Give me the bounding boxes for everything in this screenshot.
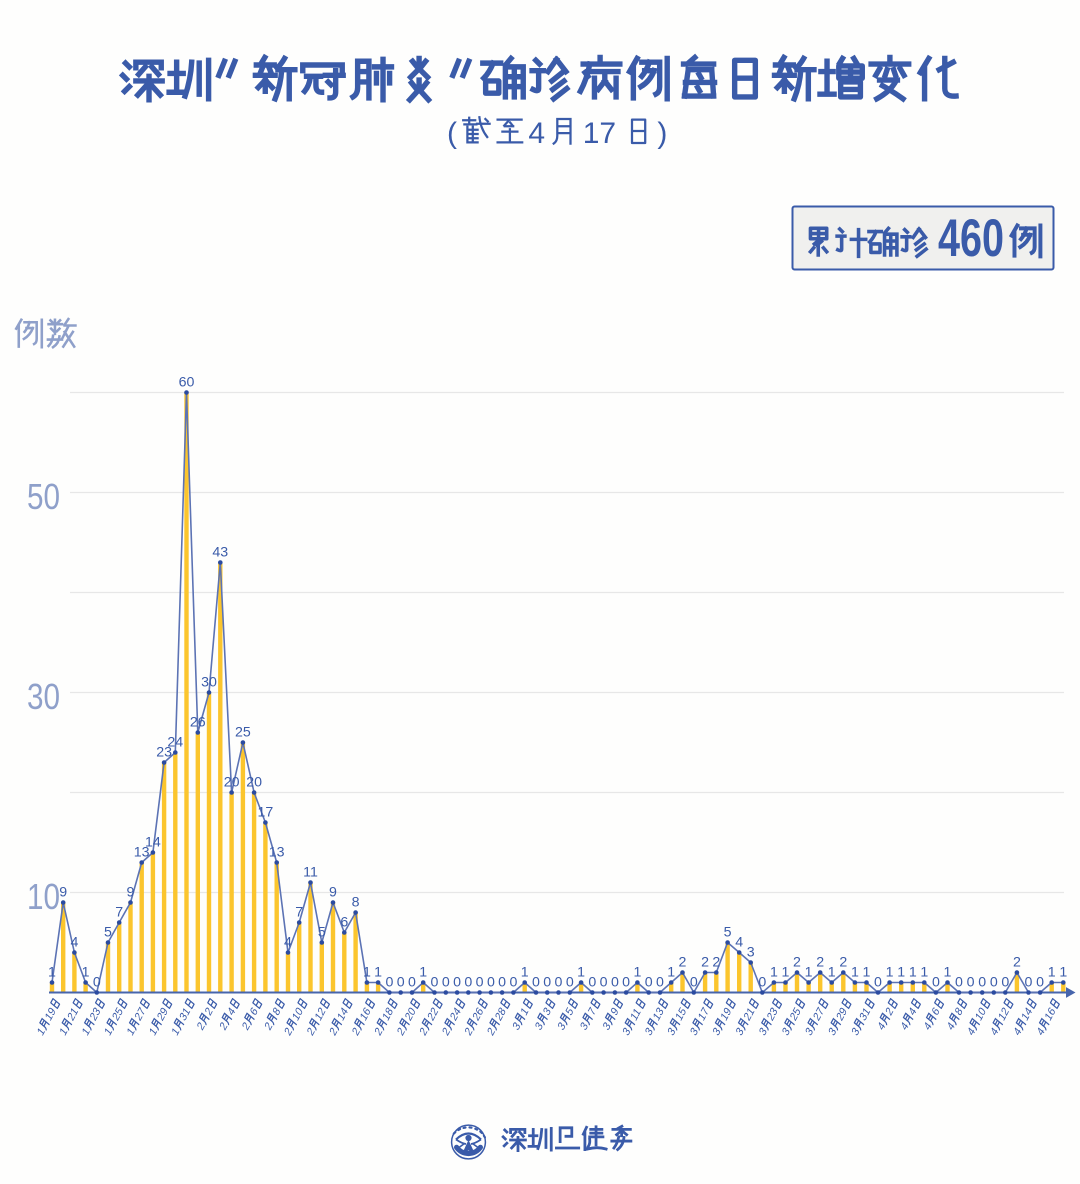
svg-text:4: 4 [284,935,292,951]
svg-text:3: 3 [747,945,755,961]
svg-text:9: 9 [329,885,337,901]
svg-text:0: 0 [385,975,393,991]
svg-text:2: 2 [793,955,801,971]
svg-text:1: 1 [667,965,675,981]
svg-text:1: 1 [633,965,641,981]
svg-text:0: 0 [758,975,766,991]
svg-text:0: 0 [645,975,653,991]
svg-text:20: 20 [224,775,240,791]
svg-text:1: 1 [944,965,952,981]
svg-text:10: 10 [27,876,60,917]
svg-text:0: 0 [453,975,461,991]
svg-text:20: 20 [246,775,262,791]
svg-text:7: 7 [115,905,123,921]
svg-text:2: 2 [701,955,709,971]
svg-text:6: 6 [340,915,348,931]
svg-text:0: 0 [442,975,450,991]
svg-text:1: 1 [1048,965,1056,981]
svg-text:14: 14 [145,835,161,851]
svg-text:4: 4 [528,117,545,150]
svg-text:0: 0 [978,975,986,991]
svg-text:30: 30 [201,675,217,691]
svg-text:0: 0 [408,975,416,991]
svg-text:0: 0 [431,975,439,991]
svg-text:9: 9 [127,885,135,901]
svg-text:0: 0 [487,975,495,991]
svg-text:24: 24 [167,735,183,751]
svg-text:1: 1 [521,965,529,981]
svg-text:0: 0 [498,975,506,991]
svg-text:5: 5 [724,925,732,941]
svg-text:0: 0 [543,975,551,991]
svg-text:0: 0 [1001,975,1009,991]
svg-text:2: 2 [1013,955,1021,971]
svg-text:1: 1 [897,965,905,981]
svg-text:2: 2 [679,955,687,971]
svg-text:1: 1 [1059,965,1067,981]
svg-text:1: 1 [363,965,371,981]
svg-text:17: 17 [583,117,616,150]
svg-text:23: 23 [156,745,172,761]
svg-text:0: 0 [464,975,472,991]
svg-text:30: 30 [27,676,60,717]
svg-text:0: 0 [588,975,596,991]
svg-text:): ) [657,117,667,150]
svg-text:13: 13 [134,845,150,861]
svg-text:1: 1 [419,965,427,981]
svg-text:7: 7 [295,905,303,921]
svg-text:11: 11 [303,865,318,881]
svg-text:2: 2 [839,955,847,971]
svg-text:60: 60 [179,375,195,391]
svg-text:1: 1 [374,965,382,981]
svg-text:5: 5 [104,925,112,941]
svg-text:4: 4 [735,935,743,951]
svg-text:1: 1 [851,965,859,981]
svg-text:1: 1 [909,965,917,981]
svg-text:0: 0 [874,975,882,991]
svg-text:0: 0 [611,975,619,991]
svg-text:2: 2 [816,955,824,971]
svg-text:17: 17 [258,805,274,821]
svg-text:0: 0 [397,975,405,991]
svg-text:460: 460 [938,209,1004,268]
svg-text:(: ( [447,117,457,150]
svg-text:0: 0 [509,975,517,991]
svg-text:8: 8 [352,895,360,911]
svg-text:0: 0 [93,975,101,991]
svg-text:9: 9 [59,885,67,901]
svg-text:13: 13 [269,845,285,861]
svg-text:0: 0 [476,975,484,991]
svg-text:0: 0 [990,975,998,991]
svg-text:25: 25 [235,725,251,741]
svg-text:5: 5 [318,925,326,941]
svg-text:1: 1 [48,965,56,981]
svg-text:1: 1 [863,965,871,981]
svg-text:0: 0 [1025,975,1033,991]
svg-text:0: 0 [600,975,608,991]
svg-text:0: 0 [566,975,574,991]
svg-text:2: 2 [712,955,720,971]
svg-text:1: 1 [770,965,778,981]
svg-text:0: 0 [967,975,975,991]
svg-text:1: 1 [577,965,585,981]
svg-text:1: 1 [805,965,813,981]
svg-text:1: 1 [828,965,836,981]
svg-text:0: 0 [955,975,963,991]
svg-text:4: 4 [70,935,78,951]
svg-text:0: 0 [622,975,630,991]
svg-text:0: 0 [932,975,940,991]
svg-text:26: 26 [190,715,206,731]
svg-text:0: 0 [1036,975,1044,991]
svg-text:1: 1 [82,965,90,981]
svg-text:0: 0 [656,975,664,991]
svg-text:0: 0 [532,975,540,991]
svg-text:43: 43 [212,545,228,561]
svg-text:1: 1 [782,965,790,981]
svg-text:0: 0 [555,975,563,991]
svg-text:0: 0 [690,975,698,991]
svg-text:1: 1 [886,965,894,981]
svg-text:50: 50 [27,476,60,517]
svg-text:1: 1 [920,965,928,981]
